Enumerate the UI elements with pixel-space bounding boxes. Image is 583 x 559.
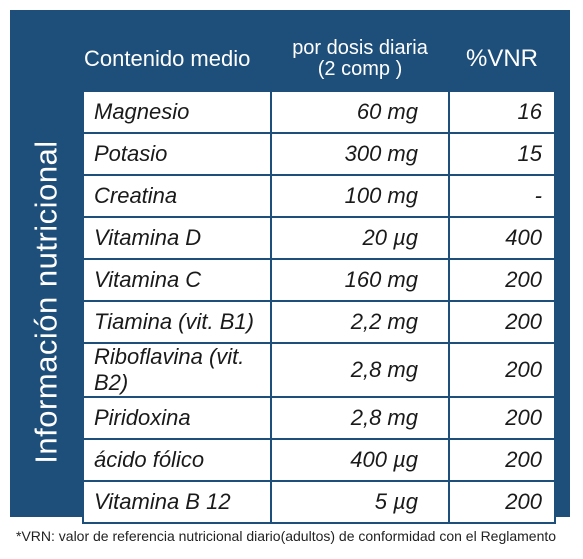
nutrient-name: Vitamina D	[82, 216, 272, 260]
nutrient-name: Magnesio	[82, 90, 272, 134]
header-dose-line2: (2 comp )	[317, 58, 403, 80]
nutrient-name: Vitamina B 12	[82, 480, 272, 524]
nutrient-amount: 2,8 mg	[270, 396, 450, 440]
nutrient-amount: 20 µg	[270, 216, 450, 260]
nutrient-name: Tiamina (vit. B1)	[82, 300, 272, 344]
nutrient-name: Riboflavina (vit. B2)	[82, 342, 272, 398]
nutrient-amount: 300 mg	[270, 132, 450, 176]
table-row: Vitamina D 20 µg 400	[82, 216, 556, 260]
nutrition-table: Contenido medio por dosis diaria (2 comp…	[82, 26, 556, 524]
table-row: Vitamina B 12 5 µg 200	[82, 480, 556, 524]
table-row: Riboflavina (vit. B2) 2,8 mg 200	[82, 342, 556, 398]
table-row: ácido fólico 400 µg 200	[82, 438, 556, 482]
nutrient-vnr: 200	[448, 480, 556, 524]
nutrient-amount: 5 µg	[270, 480, 450, 524]
header-vnr: %VNR	[448, 26, 556, 92]
header-row: Contenido medio por dosis diaria (2 comp…	[82, 26, 556, 92]
table-row: Creatina 100 mg -	[82, 174, 556, 218]
nutrient-vnr: 400	[448, 216, 556, 260]
header-dose: por dosis diaria (2 comp )	[270, 26, 450, 92]
table-row: Piridoxina 2,8 mg 200	[82, 396, 556, 440]
side-label: Información nutricional	[29, 140, 65, 464]
nutrient-amount: 60 mg	[270, 90, 450, 134]
nutrient-name: Creatina	[82, 174, 272, 218]
nutrient-vnr: 200	[448, 300, 556, 344]
nutrient-vnr: 15	[448, 132, 556, 176]
nutrient-amount: 100 mg	[270, 174, 450, 218]
nutrient-amount: 160 mg	[270, 258, 450, 302]
header-content: Contenido medio	[82, 26, 272, 92]
nutrient-vnr: -	[448, 174, 556, 218]
nutrient-amount: 2,2 mg	[270, 300, 450, 344]
nutrient-name: Vitamina C	[82, 258, 272, 302]
nutrient-vnr: 200	[448, 258, 556, 302]
nutrient-name: ácido fólico	[82, 438, 272, 482]
nutrient-amount: 2,8 mg	[270, 342, 450, 398]
side-label-container: Información nutricional	[18, 92, 76, 512]
footnote: *VRN: valor de referencia nutricional di…	[16, 528, 557, 544]
nutrient-amount: 400 µg	[270, 438, 450, 482]
nutrient-vnr: 200	[448, 342, 556, 398]
table-row: Magnesio 60 mg 16	[82, 90, 556, 134]
nutrient-name: Piridoxina	[82, 396, 272, 440]
table-row: Tiamina (vit. B1) 2,2 mg 200	[82, 300, 556, 344]
nutrient-name: Potasio	[82, 132, 272, 176]
nutrient-vnr: 200	[448, 396, 556, 440]
nutrient-vnr: 200	[448, 438, 556, 482]
header-dose-line1: por dosis diaria	[292, 37, 428, 59]
table-row: Vitamina C 160 mg 200	[82, 258, 556, 302]
table-row: Potasio 300 mg 15	[82, 132, 556, 176]
nutrient-vnr: 16	[448, 90, 556, 134]
